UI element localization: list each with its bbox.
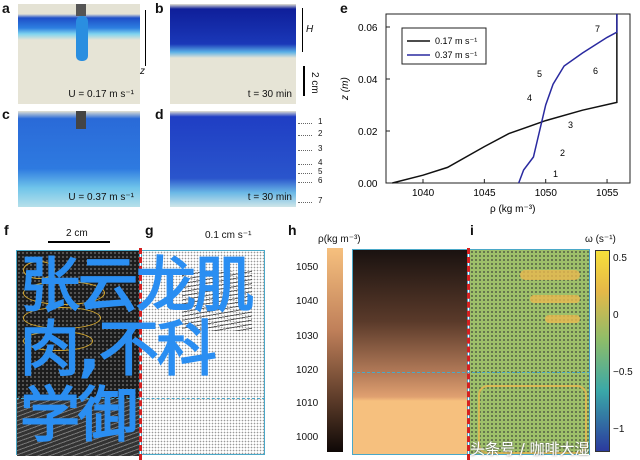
y-tick-label: 0.00 <box>358 179 378 190</box>
red-dashed-divider-fg <box>139 248 142 460</box>
series-line-1 <box>392 14 618 184</box>
level-label: 3 <box>318 144 323 153</box>
h-label: H <box>306 24 314 35</box>
panel-a-photo: U = 0.17 m s⁻¹ <box>18 4 140 104</box>
panel-a-caption: U = 0.17 m s⁻¹ <box>68 89 134 100</box>
panel-g-label: g <box>145 222 154 238</box>
level-line <box>298 182 312 183</box>
legend-series-1: 0.17 m s⁻¹ <box>435 36 477 46</box>
profile-annotation: 5 <box>537 69 542 79</box>
level-label: 6 <box>318 176 323 185</box>
colorbar-tick-label: 0 <box>613 310 619 321</box>
profile-annotation: 2 <box>560 148 565 158</box>
panel-c-caption: U = 0.37 m s⁻¹ <box>68 192 134 203</box>
level-label: 1 <box>318 117 323 126</box>
legend-series-2: 0.37 m s⁻¹ <box>435 50 477 60</box>
overlay-text-line2: 学御 <box>20 381 138 451</box>
profile-annotation: 7 <box>595 24 600 34</box>
f-scale-bar <box>48 241 110 243</box>
level-line <box>298 135 312 136</box>
colorbar-tick-label: 1010 <box>296 398 319 409</box>
profile-annotation: 1 <box>553 169 558 179</box>
density-colorbar <box>327 248 343 452</box>
panel-a-label: a <box>2 0 10 16</box>
level-label: 2 <box>318 129 323 138</box>
vorticity-colorbar <box>595 250 610 452</box>
colorbar-tick-label: 0.5 <box>613 253 627 264</box>
panel-b-caption: t = 30 min <box>247 89 292 100</box>
y-axis-label: z (m) <box>340 77 351 101</box>
panel-d-caption: t = 30 min <box>247 192 292 203</box>
g-scale-label: 0.1 cm s⁻¹ <box>205 230 252 241</box>
colorbar-tick-label: 1050 <box>296 262 319 273</box>
panel-e-label: e <box>340 0 348 16</box>
f-scale-label: 2 cm <box>66 228 88 239</box>
legend-box <box>401 27 487 65</box>
density-profile-chart: 1040 1045 1050 1055 0.00 0.02 0.04 0.06 1 2 3 4 5 6 7… <box>340 13 631 215</box>
x-tick-label: 1040 <box>412 188 435 199</box>
level-line <box>298 123 312 124</box>
panel-h-label: h <box>288 222 297 238</box>
x-tick-label: 1050 <box>535 188 558 199</box>
x-tick-label: 1055 <box>596 188 619 199</box>
panel-d-label: d <box>155 106 164 122</box>
level-label: 7 <box>318 196 323 205</box>
profile-annotation: 4 <box>527 93 532 103</box>
panel-g-vectors <box>141 250 265 455</box>
z-arrow <box>145 10 146 66</box>
h-arrow <box>302 8 303 52</box>
panel-b-photo: t = 30 min <box>170 4 296 104</box>
scale-bar <box>303 66 305 96</box>
h-colorbar-title: ρ(kg m⁻³) <box>318 234 361 245</box>
panel-i-vorticity-field <box>469 249 590 455</box>
panel-i-label: i <box>470 222 474 238</box>
x-tick-label: 1045 <box>473 188 496 199</box>
overlay-text-line1: 张云龙肌肉,不科 <box>20 251 254 385</box>
panel-h-density-field <box>352 249 468 455</box>
level-line <box>298 173 312 174</box>
level-label: 5 <box>318 167 323 176</box>
y-tick-label: 0.06 <box>358 23 378 34</box>
level-line <box>298 202 312 203</box>
y-tick-label: 0.02 <box>358 127 378 138</box>
profile-annotation: 6 <box>593 66 598 76</box>
panel-f-label: f <box>4 222 9 238</box>
red-dashed-divider-hi <box>467 248 470 460</box>
cyan-dashed-line-hi <box>352 372 590 373</box>
profile-annotation: 3 <box>568 120 573 130</box>
level-label: 4 <box>318 158 323 167</box>
colorbar-tick-label: 1040 <box>296 296 319 307</box>
panel-c-label: c <box>2 106 10 122</box>
z-axis-label: z <box>140 66 145 77</box>
panel-c-photo: U = 0.37 m s⁻¹ <box>18 111 140 207</box>
plot-frame <box>385 13 631 184</box>
panel-d-photo: t = 30 min <box>170 111 296 207</box>
panel-b-label: b <box>155 0 164 16</box>
y-tick-label: 0.04 <box>358 75 378 86</box>
watermark: 头条号 / 咖啡大湿 <box>470 440 590 458</box>
level-line <box>298 150 312 151</box>
series-line-2 <box>518 14 618 184</box>
level-line <box>298 164 312 165</box>
x-axis-label: ρ (kg m⁻³) <box>490 204 535 215</box>
colorbar-tick-label: −0.5 <box>613 367 633 378</box>
colorbar-tick-label: −1 <box>613 424 625 435</box>
colorbar-tick-label: 1020 <box>296 365 319 376</box>
colorbar-tick-label: 1000 <box>296 432 319 443</box>
i-colorbar-title: ω (s⁻¹) <box>585 234 616 245</box>
colorbar-tick-label: 1030 <box>296 331 319 342</box>
